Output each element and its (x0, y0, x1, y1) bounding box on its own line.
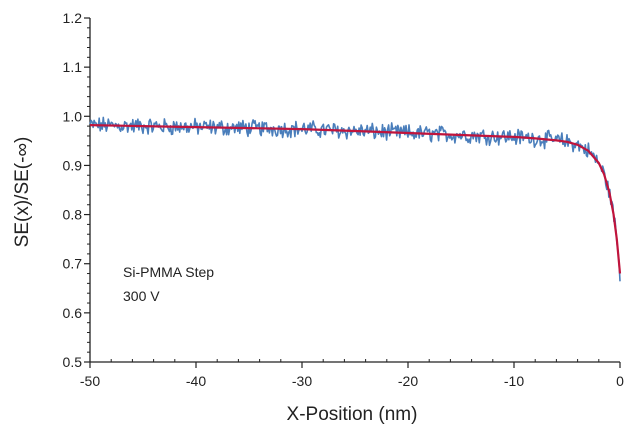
x-axis-title: X-Position (nm) (287, 404, 418, 425)
y-tick-label: 0.9 (63, 157, 83, 173)
x-tick-label: -20 (398, 373, 418, 389)
x-tick-label: -50 (80, 373, 100, 389)
x-tick-label: -30 (292, 373, 312, 389)
x-tick-label: -10 (504, 373, 524, 389)
y-tick-label: 0.7 (63, 256, 83, 272)
series-line-fit (89, 124, 622, 274)
y-tick-label: 1.2 (63, 10, 83, 26)
y-tick-label: 0.6 (63, 305, 83, 321)
y-tick-label: 0.5 (63, 354, 83, 370)
series-line-measured (89, 116, 621, 282)
x-tick-label: -40 (186, 373, 206, 389)
x-tick-label: 0 (616, 373, 624, 389)
y-axis: 0.5 0.6 0.7 0.8 0.9 1.0 1.1 1.2 (63, 10, 91, 370)
y-axis-title: SE(x)/SE(-∞) (12, 137, 33, 248)
x-axis: -50 -40 -30 -20 -10 0 (80, 359, 624, 389)
annotation-voltage: 300 V (123, 288, 160, 304)
y-tick-label: 0.8 (63, 207, 83, 223)
annotation-sample: Si-PMMA Step (123, 264, 214, 280)
y-tick-label: 1.0 (63, 108, 83, 124)
y-tick-label: 1.1 (63, 59, 83, 75)
series-layer (89, 116, 622, 282)
